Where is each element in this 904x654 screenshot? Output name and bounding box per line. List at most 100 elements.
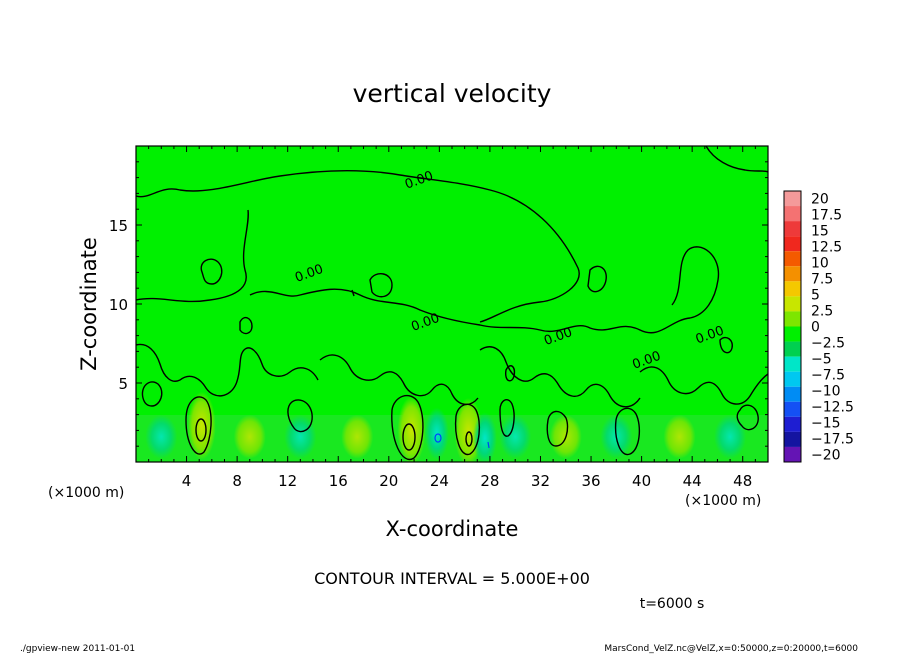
- contour-inner-1: [195, 418, 207, 442]
- colorbar-label: 17.5: [811, 208, 842, 224]
- contour-cell-5: [614, 407, 641, 456]
- contour-low-2: [319, 354, 479, 405]
- contour-upper-right: [705, 146, 768, 173]
- colorbar-label: −10: [811, 383, 841, 399]
- y-tick-label: 15: [109, 217, 128, 235]
- velocity-field: 0.000.000.000.000.000.00: [136, 146, 768, 462]
- low-level-patch: [233, 414, 266, 459]
- colorbar-swatch: [784, 281, 801, 297]
- y-axis: 5 10 15: [109, 161, 768, 447]
- contour-cell-7: [546, 410, 569, 447]
- x-tick-label: 16: [329, 472, 348, 490]
- contour-wiggle-1: [239, 316, 253, 335]
- colorbar-swatch: [784, 386, 801, 402]
- contour-low-1: [136, 343, 319, 397]
- colorbar-label: −5: [811, 351, 832, 367]
- x-tick-label: 40: [632, 472, 651, 490]
- low-level-patch: [341, 414, 374, 459]
- colorbar-label: 12.5: [811, 240, 842, 256]
- footer-left: ./gpview-new 2011-01-01: [20, 644, 135, 654]
- x-tick-label: 4: [182, 472, 192, 490]
- colorbar-swatch: [784, 446, 801, 462]
- contour-wiggle-4: [719, 336, 734, 354]
- colorbar-label: −17.5: [811, 431, 854, 447]
- colorbar-swatch: [784, 191, 801, 207]
- contour-cell-4: [454, 403, 481, 456]
- x-tick-label: 36: [581, 472, 600, 490]
- contour-cell-6: [499, 399, 515, 437]
- colorbar-label: 20: [811, 192, 829, 208]
- low-level-patch: [714, 414, 747, 459]
- x-tick-label: 28: [480, 472, 499, 490]
- colorbar-frame: [783, 190, 802, 463]
- x-tick-label: 20: [379, 472, 398, 490]
- contour-cell-2: [185, 396, 212, 455]
- colorbar-label: −7.5: [811, 367, 845, 383]
- colorbar-swatch: [784, 251, 801, 267]
- y-axis-label: Z-coordinate: [77, 237, 101, 371]
- plot-background: [136, 146, 768, 462]
- colorbar-swatch: [784, 341, 801, 357]
- colorbar-label: 10: [811, 256, 829, 272]
- colorbar-swatch: [784, 416, 801, 432]
- contour-interval: CONTOUR INTERVAL = 5.000E+00: [314, 569, 590, 588]
- colorbar: 2017.51512.5107.552.50−2.5−5−7.5−10−12.5…: [783, 190, 854, 463]
- x-axis: 4 8 12 16 20 24 28 32 36 40 44 48: [148, 146, 756, 490]
- x-axis-label: X-coordinate: [386, 517, 519, 541]
- contour-lobe-2: [369, 273, 393, 298]
- contour-inner-3: [465, 431, 473, 447]
- contour-cell-1: [141, 381, 163, 407]
- x-tick-label: 44: [683, 472, 702, 490]
- contour-low-4: [639, 366, 768, 405]
- colorbar-label: 7.5: [811, 272, 833, 288]
- colorbar-swatch: [784, 206, 801, 222]
- colorbar-swatch: [784, 236, 801, 252]
- colorbar-swatch: [784, 326, 801, 342]
- contour-cell-8: [287, 399, 313, 433]
- footer-right: MarsCond_VelZ.nc@VelZ,x=0:50000,z=0:2000…: [604, 644, 858, 654]
- colorbar-swatch: [784, 311, 801, 327]
- colorbar-label: 15: [811, 224, 829, 240]
- colorbar-label: 5: [811, 288, 820, 304]
- x-unit-left: (×1000 m): [48, 485, 124, 501]
- low-level-patch: [499, 414, 532, 459]
- colorbar-swatch: [784, 356, 801, 372]
- contour-cell-9: [736, 404, 759, 431]
- colorbar-label: 2.5: [811, 304, 833, 320]
- chart-title: vertical velocity: [353, 79, 552, 108]
- colorbar-swatch: [784, 371, 801, 387]
- contour-wiggle-2: [504, 365, 516, 382]
- contour-cell-3: [391, 394, 424, 461]
- contour-lobe-1: [200, 258, 223, 285]
- colorbar-swatch: [784, 221, 801, 237]
- x-tick-label: 32: [531, 472, 550, 490]
- colorbar-swatch: [784, 431, 801, 447]
- y-tick-label: 10: [109, 296, 128, 314]
- low-level-patch: [145, 414, 178, 459]
- colorbar-label: −2.5: [811, 335, 845, 351]
- contour-upper: [136, 169, 580, 323]
- contour-lines: [136, 146, 768, 461]
- x-unit-right: (×1000 m): [685, 493, 761, 509]
- neg-contour-1: [434, 433, 442, 443]
- contour-inner-2: [402, 423, 416, 451]
- colorbar-label: −20: [811, 447, 841, 463]
- x-tick-label: 12: [278, 472, 297, 490]
- contour-low-3: [479, 346, 641, 408]
- colorbar-swatch: [784, 296, 801, 312]
- x-tick-label: 48: [733, 472, 752, 490]
- neg-contour-2: [487, 441, 490, 449]
- contour-lobe-3: [587, 265, 607, 293]
- colorbar-label: 0: [811, 320, 820, 336]
- colorbar-swatch: [784, 401, 801, 417]
- x-tick-label: 8: [232, 472, 242, 490]
- colorbar-swatch: [784, 266, 801, 282]
- x-tick-label: 24: [430, 472, 449, 490]
- contour-wiggle-3: [351, 289, 355, 297]
- colorbar-label: −15: [811, 415, 841, 431]
- time-label: t=6000 s: [640, 596, 705, 612]
- negative-contours: [434, 433, 490, 449]
- downdraft-shade: [472, 412, 497, 462]
- low-level-patch: [663, 414, 696, 459]
